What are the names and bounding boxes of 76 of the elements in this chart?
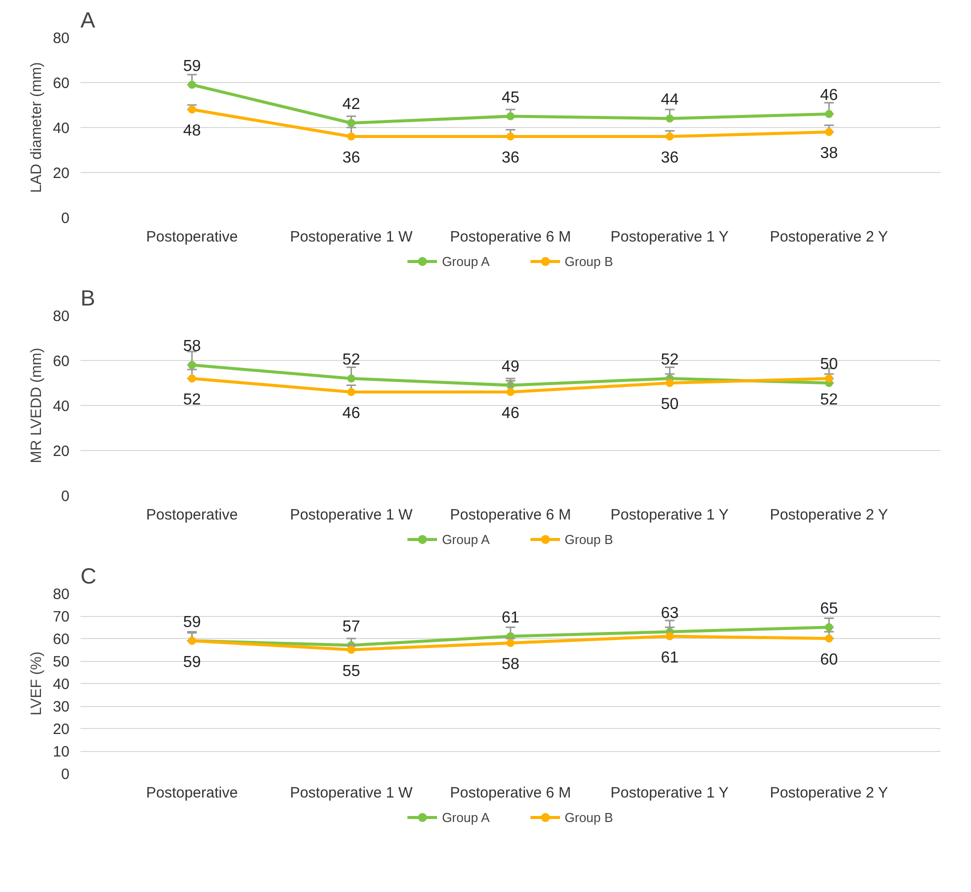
y-tick-label: 70 [52, 608, 70, 626]
y-tick-label: 80 [52, 586, 70, 603]
data-label: 50 [820, 356, 838, 373]
legend-label: Group A [442, 254, 490, 268]
data-label: 59 [183, 58, 201, 75]
data-label: 52 [660, 352, 679, 368]
x-tick-label: Postoperative 1 W [290, 228, 414, 246]
y-tick-label: 40 [52, 398, 70, 415]
data-label: 50 [660, 396, 679, 413]
data-label: 45 [502, 89, 520, 106]
data-label: 65 [820, 600, 838, 618]
data-label: 42 [342, 96, 360, 113]
data-label: 38 [820, 145, 838, 162]
y-tick-label: 10 [52, 744, 70, 760]
y-tick-label: 80 [52, 308, 70, 325]
data-label: 58 [183, 338, 201, 355]
data-label: 46 [502, 405, 520, 422]
data-label: 60 [820, 652, 838, 668]
y-tick-label: 80 [52, 30, 70, 47]
x-tick-label: Postoperative [146, 228, 238, 246]
x-tick-label: Postoperative 1 W [290, 506, 414, 524]
data-label: 52 [342, 352, 360, 368]
data-label: 61 [660, 649, 679, 666]
x-tick-label: Postoperative 1 Y [610, 506, 729, 524]
data-label: 55 [342, 662, 360, 680]
x-tick-label: Postoperative 2 Y [770, 784, 888, 802]
legend-label: Group B [564, 532, 614, 546]
data-label: 36 [502, 150, 520, 166]
y-tick-label: 20 [52, 443, 70, 460]
x-tick-label: Postoperative 1 Y [610, 784, 729, 802]
x-tick-label: Postoperative 6 M [450, 784, 571, 802]
y-tick-label: 20 [52, 165, 70, 182]
legend-label: Group A [442, 810, 490, 824]
data-label: 57 [342, 618, 360, 636]
x-tick-label: Postoperative 6 M [450, 506, 571, 524]
chart-title: A [80, 8, 96, 32]
y-tick-label: 30 [52, 698, 70, 716]
x-tick-label: Postoperative [146, 784, 238, 802]
x-tick-label: Postoperative 1 W [290, 784, 414, 802]
x-tick-label: Postoperative [146, 506, 238, 524]
y-tick-label: 20 [52, 721, 70, 738]
data-label: 58 [502, 656, 520, 673]
data-label: 52 [820, 392, 838, 408]
y-tick-label: 0 [61, 766, 70, 783]
x-tick-label: Postoperative 2 Y [770, 506, 888, 524]
legend-label: Group A [442, 532, 490, 546]
data-label: 36 [660, 150, 679, 166]
y-tick-label: 60 [52, 75, 70, 92]
legend-label: Group B [564, 254, 614, 268]
y-tick-label: 0 [61, 488, 70, 505]
x-tick-label: Postoperative 1 Y [610, 228, 729, 246]
data-label: 36 [342, 150, 360, 166]
y-tick-label: 60 [52, 353, 70, 370]
x-tick-label: Postoperative 6 M [450, 228, 571, 246]
y-tick-label: 50 [52, 654, 70, 670]
data-label: 46 [342, 405, 360, 422]
chart-title: B [80, 286, 96, 310]
y-tick-label: 0 [61, 210, 70, 227]
data-label: 59 [183, 654, 201, 671]
y-axis-title: LAD diameter (mm) [28, 62, 45, 193]
y-tick-label: 40 [52, 120, 70, 137]
chart-title: C [80, 564, 96, 588]
y-axis-title: MR LVEDD (mm) [28, 348, 45, 464]
data-label: 63 [660, 604, 679, 622]
data-label: 61 [502, 609, 520, 626]
data-label: 46 [820, 87, 838, 104]
y-tick-label: 60 [52, 631, 70, 648]
y-tick-label: 40 [52, 676, 70, 693]
data-label: 49 [502, 358, 520, 376]
data-label: 59 [183, 614, 201, 631]
x-tick-label: Postoperative 2 Y [770, 228, 888, 246]
data-label: 44 [660, 92, 679, 108]
y-axis-title: LVEF (%) [28, 652, 45, 716]
data-label: 48 [183, 122, 201, 140]
legend-label: Group B [564, 810, 614, 824]
data-label: 52 [183, 392, 201, 408]
